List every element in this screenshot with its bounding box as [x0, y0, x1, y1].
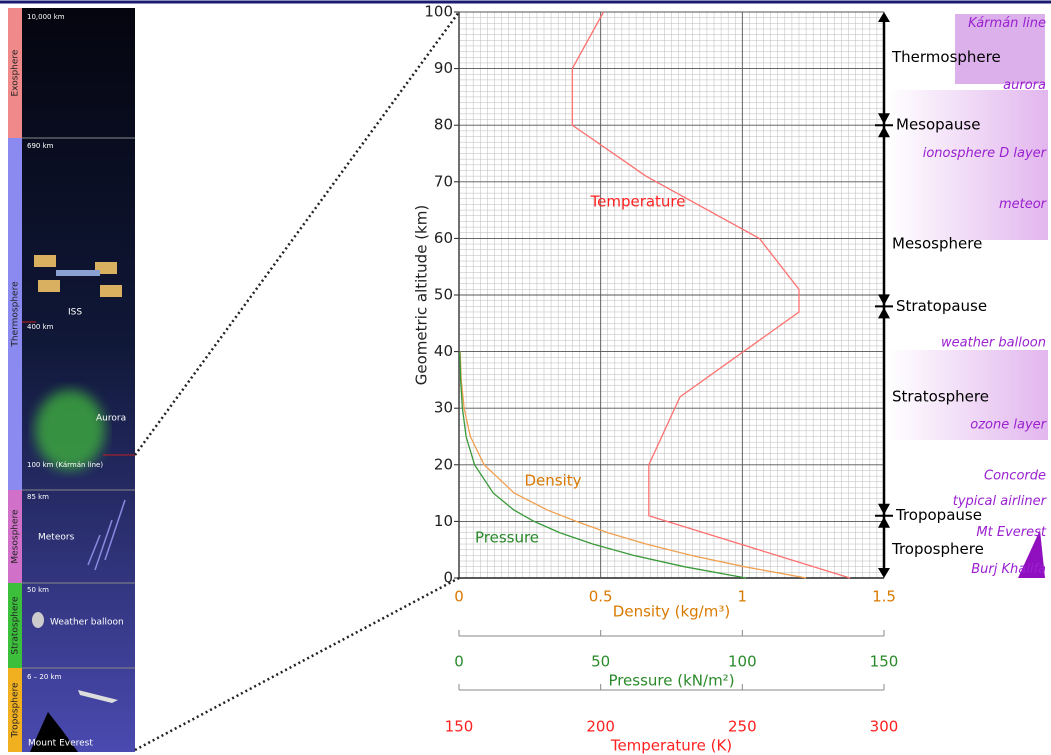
illustration-label: 6 – 20 km — [27, 673, 62, 681]
y-tick-label: 90 — [434, 59, 453, 77]
ionosphere-shading — [888, 90, 1048, 240]
sky — [22, 8, 135, 752]
feature-label: Concorde — [984, 469, 1046, 484]
x-axis-title: Pressure (kN/m²) — [608, 672, 734, 690]
feature-label: ionosphere D layer — [923, 146, 1048, 161]
illustration-label: Weather balloon — [50, 618, 124, 628]
x-tick-label: 300 — [870, 718, 899, 736]
layer-label: Thermosphere — [891, 48, 1001, 66]
y-tick-label: 0 — [443, 569, 453, 587]
pause-label: Mesopause — [896, 116, 980, 134]
illustration-label: 400 km — [27, 323, 54, 331]
feature-label: aurora — [1003, 78, 1046, 93]
feature-label: Burj Khalifa — [971, 562, 1046, 577]
layer-strip — [8, 490, 22, 583]
layer-name: Stratosphere — [11, 596, 21, 655]
layer-label: Troposphere — [891, 540, 984, 558]
feature-label: ozone layer — [970, 418, 1047, 433]
karman-shading — [955, 14, 1045, 84]
feature-label: meteor — [999, 197, 1048, 212]
layer-strip — [8, 8, 22, 138]
x-tick-label: 0 — [454, 588, 464, 606]
layer-name: Troposphere — [11, 682, 21, 739]
y-tick-label: 40 — [434, 342, 453, 360]
x-axis-title: Temperature (K) — [610, 737, 732, 755]
illustration-label: 50 km — [27, 586, 49, 594]
layer-label: Mesosphere — [892, 235, 982, 253]
arrow-head — [878, 12, 890, 22]
pause-arrow — [878, 516, 890, 528]
airplane-icon — [78, 690, 118, 703]
y-tick-label: 10 — [434, 512, 453, 530]
y-tick-label: 60 — [434, 229, 453, 247]
y-axis-title: Geometric altitude (km) — [413, 205, 431, 385]
x-tick-label: 150 — [445, 718, 474, 736]
x-tick-label: 250 — [728, 718, 757, 736]
x-tick-label: 1.5 — [872, 588, 896, 606]
y-tick-label: 100 — [424, 3, 453, 21]
layer-strip — [8, 138, 22, 490]
pause-arrow — [878, 307, 890, 319]
x-tick-label: 0.5 — [589, 588, 613, 606]
pause-arrow — [878, 113, 890, 125]
x-tick-label: 200 — [586, 718, 615, 736]
layer-name: Mesosphere — [11, 509, 21, 564]
feature-label: Kármán line — [968, 16, 1046, 31]
y-tick-label: 50 — [434, 286, 453, 304]
y-tick-label: 70 — [434, 172, 453, 190]
pause-arrow — [878, 503, 890, 515]
pause-label: Tropopause — [895, 506, 982, 524]
illustration-label: 100 km (Kármán line) — [27, 461, 103, 469]
illustration-label: ISS — [68, 308, 82, 318]
illustration-label: 690 km — [27, 142, 54, 150]
y-tick-label: 30 — [434, 399, 453, 417]
series-line — [459, 351, 747, 579]
x-axis-title: Density (kg/m³) — [613, 603, 730, 621]
y-tick-label: 80 — [434, 116, 453, 134]
x-tick-label: 1 — [738, 588, 748, 606]
pause-arrow — [878, 126, 890, 138]
arrow-head — [878, 568, 890, 578]
illustration-label: Mount Everest — [28, 739, 93, 749]
zoom-line — [134, 576, 460, 752]
series-line — [459, 351, 807, 579]
x-tick-label: 50 — [591, 653, 610, 671]
series-label: Temperature — [589, 193, 685, 211]
layer-name: Thermosphere — [11, 281, 21, 348]
feature-label: Mt Everest — [976, 525, 1046, 540]
illustration-label: 85 km — [27, 493, 49, 501]
feature-label: typical airliner — [953, 494, 1048, 509]
layer-strip — [8, 583, 22, 668]
layer-label: Stratosphere — [892, 387, 989, 405]
series-label: Pressure — [475, 529, 539, 547]
series-label: Density — [524, 472, 581, 490]
series-line — [571, 11, 851, 579]
x-tick-label: 0 — [454, 653, 464, 671]
everest-icon — [1018, 530, 1045, 578]
x-tick-label: 150 — [870, 653, 899, 671]
aurora-glow — [35, 390, 105, 470]
illustration-label: Meteors — [38, 533, 75, 543]
zoom-line — [133, 11, 461, 456]
layer-strip — [8, 668, 22, 752]
ozone-shading — [888, 350, 1048, 440]
balloon-icon — [32, 612, 44, 628]
y-tick-label: 20 — [434, 455, 453, 473]
x-tick-label: 100 — [728, 653, 757, 671]
illustration: Exosphere Thermosphere Mesosphere Stratosph… — [8, 8, 135, 752]
pause-label: Stratopause — [896, 297, 987, 315]
illustration-label: 10,000 km — [27, 13, 65, 21]
meteors — [87, 499, 126, 571]
feature-label: weather balloon — [941, 336, 1046, 351]
mountain-icon — [30, 712, 78, 752]
pause-arrow — [878, 294, 890, 306]
layer-name: Exosphere — [11, 49, 21, 96]
illustration-label: Aurora — [96, 414, 126, 424]
iss-icon — [34, 255, 122, 297]
